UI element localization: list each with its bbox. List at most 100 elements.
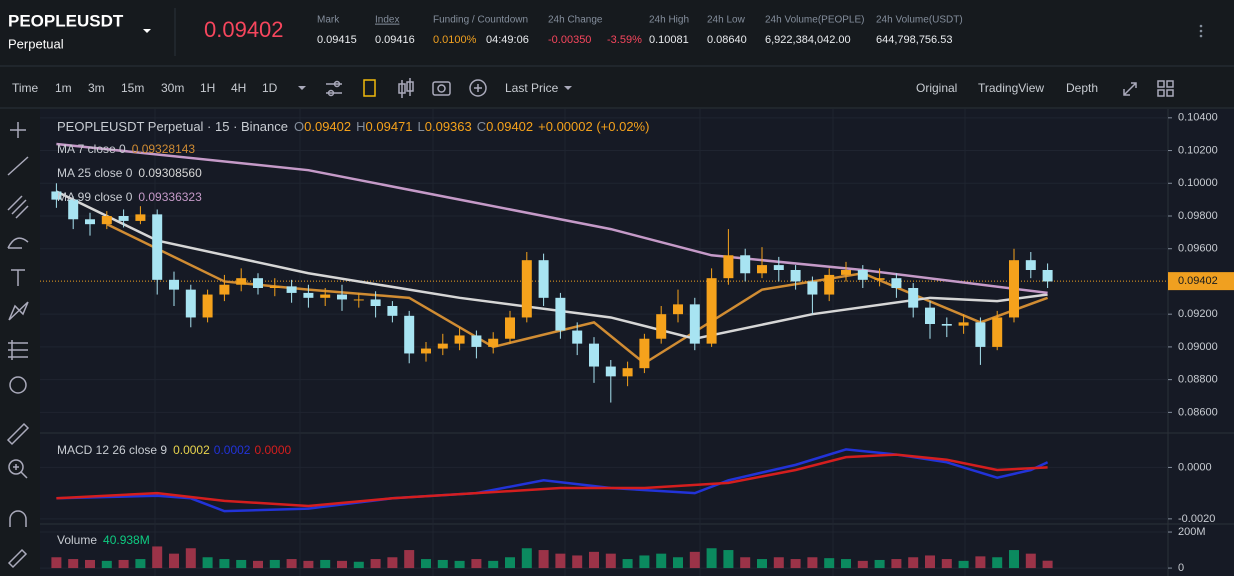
volume-bar <box>521 548 532 569</box>
volume-bar <box>605 553 616 569</box>
ma-legend: MA 99 close 0 0.09336323 <box>57 190 202 204</box>
volume-bar <box>807 557 818 569</box>
zoom-tool[interactable] <box>8 459 24 475</box>
candle-body <box>471 335 482 347</box>
interval[interactable]: 30m <box>161 81 184 95</box>
legend-change: +0.00002 (+0.02%) <box>538 119 649 134</box>
more-dot[interactable] <box>1199 29 1203 33</box>
candle-body <box>622 368 633 377</box>
add-icon[interactable] <box>469 79 487 97</box>
indicator-icon[interactable] <box>333 80 341 88</box>
candle-body <box>706 278 717 344</box>
crosshair-tool[interactable] <box>10 122 26 138</box>
price-type[interactable]: Last Price <box>505 81 559 95</box>
symbol-dropdown[interactable] <box>143 29 151 33</box>
candle-body <box>101 216 112 225</box>
interval[interactable]: Time <box>12 81 39 95</box>
camera-icon[interactable] <box>432 81 451 96</box>
candle-body <box>925 307 935 324</box>
view-tab[interactable]: Depth <box>1066 81 1098 95</box>
candle-body <box>1042 270 1053 282</box>
candle-body <box>740 255 751 274</box>
macd-label: MACD 12 26 close 9 <box>57 443 167 457</box>
symbol[interactable]: PEOPLEUSDT <box>8 11 124 30</box>
candle-body <box>1009 260 1019 318</box>
pattern-tool[interactable] <box>8 301 29 321</box>
volume-bar <box>488 560 499 569</box>
interval[interactable]: 15m <box>121 81 144 95</box>
macd-pane <box>40 448 1168 520</box>
candle-icon[interactable] <box>401 78 411 98</box>
stat-value: -0.00350 <box>548 34 591 46</box>
text-tool[interactable] <box>11 269 25 286</box>
candle-icon[interactable] <box>398 83 406 94</box>
volume-bar <box>85 559 95 569</box>
price-type-dropdown[interactable] <box>564 86 572 90</box>
fib-tool[interactable] <box>8 340 28 360</box>
candle-body <box>807 281 818 295</box>
volume-bar <box>857 560 868 569</box>
y-tick-label: 0 <box>1178 562 1184 574</box>
more-dot[interactable] <box>1199 34 1203 38</box>
candle-icon[interactable] <box>406 81 414 92</box>
interval[interactable]: 1m <box>55 81 72 95</box>
magnet-tool[interactable] <box>9 510 27 527</box>
volume-bar <box>437 559 448 569</box>
volume-bar <box>874 559 885 569</box>
candle-body <box>437 343 448 349</box>
brush-tool[interactable] <box>7 237 29 249</box>
stat-label: 24h Change <box>548 15 603 26</box>
volume-pane <box>40 531 1168 569</box>
legend-value: 0.09471 <box>366 119 413 134</box>
candle-body <box>152 214 163 280</box>
volume-bar <box>253 560 263 569</box>
stat-value: 0.09415 <box>317 34 357 46</box>
candle-body <box>857 270 868 280</box>
candle-body <box>236 278 247 285</box>
volume-bar <box>757 559 767 569</box>
fullscreen-icon[interactable] <box>1123 82 1137 96</box>
interval[interactable]: 4H <box>231 81 246 95</box>
volume-bar <box>908 557 919 569</box>
stat-value: 644,798,756.53 <box>876 34 952 46</box>
template-icon[interactable] <box>363 79 376 97</box>
legend-label: C <box>477 119 486 134</box>
add-icon[interactable] <box>474 84 482 92</box>
stat-label: Mark <box>317 15 340 26</box>
view-tab[interactable]: Original <box>916 81 957 95</box>
candle-body <box>353 299 364 301</box>
indicator-icon[interactable] <box>327 89 335 97</box>
zoom-tool[interactable] <box>13 464 28 479</box>
y-tick-label: 0.10000 <box>1178 177 1218 189</box>
camera-icon[interactable] <box>437 84 446 93</box>
interval[interactable]: 3m <box>88 81 105 95</box>
volume-bar <box>773 557 784 569</box>
volume-bar <box>639 555 650 569</box>
candle-body <box>68 199 79 220</box>
more-dot[interactable] <box>1199 24 1203 28</box>
layout-icon[interactable] <box>1166 89 1174 97</box>
volume-bar <box>152 546 163 569</box>
indicator-line <box>56 453 1048 508</box>
layout-icon[interactable] <box>1157 80 1165 88</box>
interval-dropdown[interactable] <box>298 86 306 90</box>
interval[interactable]: 1D <box>262 81 278 95</box>
pencil-tool[interactable] <box>7 548 28 569</box>
view-tab[interactable]: TradingView <box>978 81 1044 95</box>
toolbar-icons[interactable] <box>326 78 1174 98</box>
interval[interactable]: 1H <box>200 81 215 95</box>
ruler-tool[interactable] <box>6 422 30 446</box>
candle-body <box>370 299 381 306</box>
stat-value: 0.08640 <box>707 34 747 46</box>
line-tool[interactable] <box>7 156 29 176</box>
candle-body <box>605 366 616 377</box>
channel-tool[interactable] <box>7 195 29 219</box>
volume-bar <box>505 557 515 569</box>
volume-bar <box>68 559 79 569</box>
layout-icon[interactable] <box>1166 80 1174 88</box>
emoji-tool[interactable] <box>9 376 27 394</box>
stat-label: 24h Volume(USDT) <box>876 15 963 26</box>
layout-icon[interactable] <box>1157 89 1165 97</box>
volume-bar <box>370 559 381 569</box>
